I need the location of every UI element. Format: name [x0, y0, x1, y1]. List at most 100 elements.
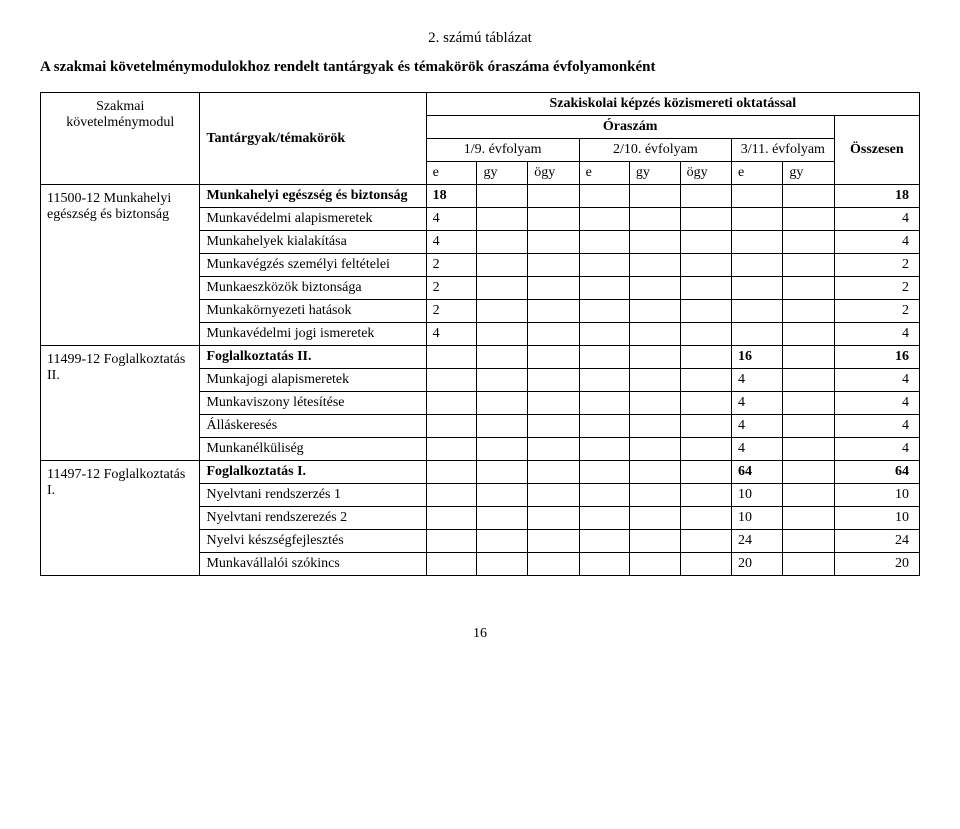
- value-cell: [629, 208, 680, 231]
- value-cell: [680, 438, 731, 461]
- value-cell: [579, 208, 629, 231]
- value-cell: 10: [732, 484, 783, 507]
- module-cell: 11500-12 Munkahelyi egészség és biztonsá…: [41, 185, 200, 346]
- subject-cell: Munkajogi alapismeretek: [200, 369, 426, 392]
- sum-cell: 4: [834, 392, 919, 415]
- value-cell: [426, 461, 477, 484]
- col-gy1: gy: [477, 162, 528, 185]
- value-cell: [426, 553, 477, 576]
- value-cell: 2: [426, 277, 477, 300]
- sum-cell: 10: [834, 484, 919, 507]
- value-cell: [477, 323, 528, 346]
- value-cell: 10: [732, 507, 783, 530]
- value-cell: [783, 553, 834, 576]
- value-cell: 4: [426, 231, 477, 254]
- value-cell: [680, 369, 731, 392]
- value-cell: [426, 392, 477, 415]
- value-cell: [680, 185, 731, 208]
- value-cell: [732, 277, 783, 300]
- value-cell: [680, 530, 731, 553]
- header-year2: 2/10. évfolyam: [579, 139, 731, 162]
- sum-cell: 10: [834, 507, 919, 530]
- value-cell: [732, 254, 783, 277]
- sum-cell: 4: [834, 415, 919, 438]
- page-number: 16: [40, 626, 920, 642]
- value-cell: [629, 415, 680, 438]
- value-cell: [579, 461, 629, 484]
- value-cell: [477, 185, 528, 208]
- value-cell: [528, 438, 579, 461]
- value-cell: [528, 507, 579, 530]
- header-year3: 3/11. évfolyam: [732, 139, 835, 162]
- value-cell: 24: [732, 530, 783, 553]
- header-subject: Tantárgyak/témakörök: [200, 93, 426, 185]
- value-cell: [579, 392, 629, 415]
- value-cell: [528, 185, 579, 208]
- value-cell: [579, 346, 629, 369]
- value-cell: [680, 323, 731, 346]
- value-cell: [732, 185, 783, 208]
- value-cell: [528, 277, 579, 300]
- subject-cell: Munkavédelmi jogi ismeretek: [200, 323, 426, 346]
- sum-cell: 18: [834, 185, 919, 208]
- value-cell: [629, 231, 680, 254]
- sum-cell: 4: [834, 323, 919, 346]
- header-year1: 1/9. évfolyam: [426, 139, 579, 162]
- sum-cell: 4: [834, 369, 919, 392]
- value-cell: [579, 438, 629, 461]
- value-cell: [528, 415, 579, 438]
- value-cell: [477, 369, 528, 392]
- value-cell: [477, 438, 528, 461]
- sum-cell: 24: [834, 530, 919, 553]
- value-cell: 18: [426, 185, 477, 208]
- value-cell: [477, 346, 528, 369]
- subject-cell: Nyelvtani rendszerezés 2: [200, 507, 426, 530]
- value-cell: [477, 507, 528, 530]
- value-cell: [477, 484, 528, 507]
- value-cell: [426, 346, 477, 369]
- subject-cell: Munkaeszközök biztonsága: [200, 277, 426, 300]
- value-cell: [629, 484, 680, 507]
- header-oraszam: Óraszám: [426, 116, 834, 139]
- value-cell: [783, 438, 834, 461]
- table-row: 11497-12 Foglalkoztatás I.Foglalkoztatás…: [41, 461, 920, 484]
- value-cell: [629, 323, 680, 346]
- value-cell: [477, 254, 528, 277]
- value-cell: 4: [426, 208, 477, 231]
- value-cell: [579, 507, 629, 530]
- subject-cell: Álláskeresés: [200, 415, 426, 438]
- value-cell: [528, 323, 579, 346]
- value-cell: [680, 507, 731, 530]
- value-cell: [477, 530, 528, 553]
- value-cell: [477, 415, 528, 438]
- value-cell: [426, 369, 477, 392]
- value-cell: [528, 369, 579, 392]
- value-cell: [629, 438, 680, 461]
- value-cell: [732, 231, 783, 254]
- value-cell: [528, 553, 579, 576]
- value-cell: [528, 254, 579, 277]
- value-cell: [629, 369, 680, 392]
- col-e2: e: [579, 162, 629, 185]
- value-cell: [783, 185, 834, 208]
- value-cell: [579, 530, 629, 553]
- subject-cell: Munkahelyi egészség és biztonság: [200, 185, 426, 208]
- value-cell: [426, 438, 477, 461]
- value-cell: [629, 507, 680, 530]
- value-cell: [680, 254, 731, 277]
- value-cell: [783, 231, 834, 254]
- table-row: 11499-12 Foglalkoztatás II.Foglalkoztatá…: [41, 346, 920, 369]
- value-cell: [680, 277, 731, 300]
- header-group: Szakiskolai képzés közismereti oktatássa…: [426, 93, 919, 116]
- value-cell: 64: [732, 461, 783, 484]
- value-cell: [629, 300, 680, 323]
- value-cell: 2: [426, 300, 477, 323]
- value-cell: [629, 254, 680, 277]
- col-gy3: gy: [783, 162, 834, 185]
- col-gy2: gy: [629, 162, 680, 185]
- value-cell: 4: [732, 438, 783, 461]
- subject-cell: Munkavédelmi alapismeretek: [200, 208, 426, 231]
- subject-cell: Foglalkoztatás II.: [200, 346, 426, 369]
- table-title: A szakmai követelménymodulokhoz rendelt …: [40, 59, 920, 76]
- value-cell: [680, 553, 731, 576]
